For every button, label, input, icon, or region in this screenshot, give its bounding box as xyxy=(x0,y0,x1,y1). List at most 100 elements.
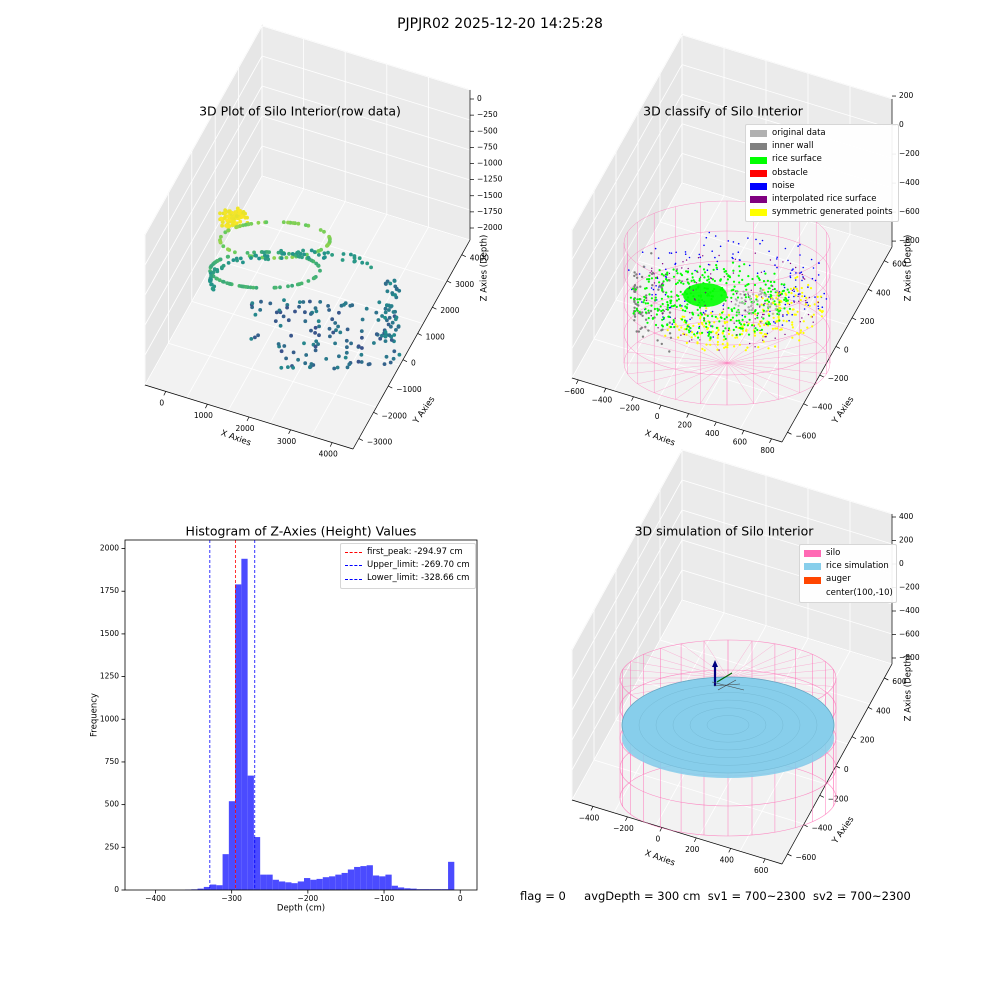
histogram-legend-entry: Upper_limit: -269.70 cm xyxy=(345,559,471,572)
p1-point xyxy=(316,249,321,254)
p1-point xyxy=(273,319,278,323)
status-flag: flag = 0 xyxy=(520,889,566,903)
p2-rice-surface-point xyxy=(650,304,653,307)
p2-noise-point xyxy=(803,295,806,298)
p2-rice-surface-point xyxy=(732,280,736,283)
p2-noise-point xyxy=(759,242,761,245)
p2-rice-surface-point xyxy=(693,280,696,283)
p4-x-tick xyxy=(762,858,766,864)
p1-point xyxy=(325,244,329,248)
p2-rice-surface-point xyxy=(666,323,669,327)
p1-point xyxy=(213,260,218,265)
p1-point xyxy=(234,256,239,261)
p2-noise-point xyxy=(793,300,795,302)
p4-y-tick xyxy=(819,795,824,798)
p2-inner-wall-point xyxy=(644,318,648,321)
p2-x-tick xyxy=(603,388,607,393)
p1-point xyxy=(278,323,283,328)
p4-rice-contour xyxy=(672,699,784,751)
p2-symmetric-point xyxy=(779,307,782,310)
histogram-bar xyxy=(423,889,430,890)
p2-z-tick-label: 0 xyxy=(899,120,904,129)
p1-point xyxy=(385,279,390,284)
p2-noise-point xyxy=(799,254,801,256)
p2-noise-point xyxy=(722,304,724,307)
p2-rice-surface-point xyxy=(633,298,636,301)
p1-grid xyxy=(311,227,429,437)
p2-interpolated-point xyxy=(699,339,701,341)
p2-original-point xyxy=(738,301,742,304)
p1-point xyxy=(249,221,254,226)
p2-rice-surface-point xyxy=(757,277,761,280)
p2-symmetric-point xyxy=(710,311,713,314)
p2-rice-surface-point xyxy=(741,318,744,321)
p1-title: 3D Plot of Silo Interior(row data) xyxy=(199,104,401,119)
p2-grid xyxy=(659,221,871,287)
p1-point xyxy=(313,348,318,353)
histogram-bar xyxy=(291,883,298,890)
p2-noise-point xyxy=(714,256,716,259)
histogram-bar xyxy=(260,874,267,890)
simulation-legend-entry-label: center(100,-10) xyxy=(826,587,893,598)
p2-rice-surface-point xyxy=(724,327,727,330)
p2-noise-point xyxy=(774,264,776,266)
p1-z-tick-label: −2000 xyxy=(477,223,503,232)
p2-noise-point xyxy=(821,306,824,309)
p2-noise-point xyxy=(817,305,819,308)
p2-rice-surface-point xyxy=(724,270,728,273)
p2-interpolated-point xyxy=(782,314,784,316)
p2-interpolated-point xyxy=(797,295,799,297)
p2-inner-wall-point xyxy=(633,319,636,322)
p2-interpolated-point xyxy=(761,316,763,318)
p2-rice-surface-point xyxy=(711,315,714,318)
p2-noise-point xyxy=(664,293,667,296)
p2-interpolated-point xyxy=(760,321,762,323)
p2-rice-surface-point xyxy=(735,314,738,317)
p2-rice-surface-point xyxy=(685,321,688,324)
p1-point xyxy=(253,335,257,340)
p2-symmetric-point xyxy=(726,321,729,324)
p2-rice-surface-point xyxy=(698,279,701,282)
p2-rice-surface-point xyxy=(666,306,669,309)
classify-legend-entry: inner wall xyxy=(750,140,894,153)
p2-rice-surface-point xyxy=(733,307,736,310)
p2-symmetric-point xyxy=(699,332,702,335)
p1-point xyxy=(296,221,301,226)
p2-noise-point xyxy=(665,268,667,271)
p4-auger-arm xyxy=(716,672,733,683)
p2-rice-surface-point xyxy=(688,331,691,334)
histogram-bar xyxy=(385,874,392,890)
p4-y-label: Y Axies xyxy=(830,814,857,846)
p2-interpolated-point xyxy=(765,323,768,326)
p2-rice-surface-point xyxy=(703,319,706,322)
p2-inner-wall-point xyxy=(633,315,637,318)
p1-point xyxy=(308,365,312,370)
p2-interpolated-point xyxy=(736,293,738,295)
p2-interpolated-point xyxy=(703,318,705,320)
p2-grid xyxy=(681,34,893,100)
simulation-legend-entry-label: silo xyxy=(826,548,841,558)
p2-rice-surface-point xyxy=(758,278,761,281)
simulation-legend-entry: rice simulation xyxy=(804,560,892,573)
p1-x-tick-label: 4000 xyxy=(319,450,338,459)
p1-point xyxy=(397,352,402,357)
p2-symmetric-point xyxy=(798,339,801,342)
p1-y-tick-label: 2000 xyxy=(440,306,459,315)
p2-inner-wall-point xyxy=(668,321,671,324)
histogram-y-tick-label: 2000 xyxy=(100,544,119,553)
p4-x-tick-label: 0 xyxy=(655,834,660,843)
p2-noise-point xyxy=(747,237,749,239)
p2-symmetric-point xyxy=(753,334,757,337)
p2-interpolated-point xyxy=(663,310,665,312)
histogram-bar xyxy=(247,775,254,890)
p2-x-label: X Axies xyxy=(643,428,676,448)
p1-point xyxy=(393,309,397,314)
p2-noise-point xyxy=(773,321,775,323)
p2-rice-surface-point xyxy=(715,326,719,329)
histogram-bar xyxy=(210,884,217,890)
p2-rice-surface-point xyxy=(729,318,732,322)
p2-rice-surface-point xyxy=(752,311,755,314)
p1-point xyxy=(225,218,230,223)
histogram-bar xyxy=(372,875,380,890)
p2-original-point xyxy=(774,308,777,311)
